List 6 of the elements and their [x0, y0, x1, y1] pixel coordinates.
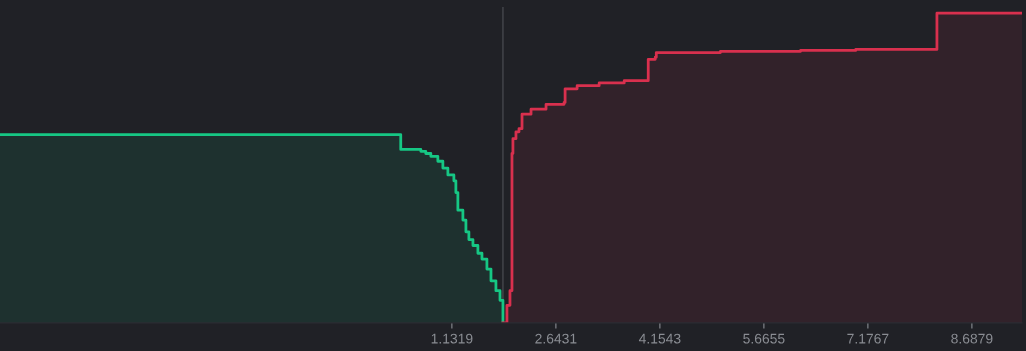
- x-tick-label: 4.1543: [638, 333, 681, 344]
- x-tick-label: 7.1767: [847, 333, 889, 344]
- x-tick-label: 8.6879: [951, 333, 993, 344]
- x-tick-label: 1.1319: [431, 333, 473, 344]
- x-tick-label: 5.6655: [743, 333, 785, 344]
- x-tick-label: 2.6431: [535, 333, 577, 344]
